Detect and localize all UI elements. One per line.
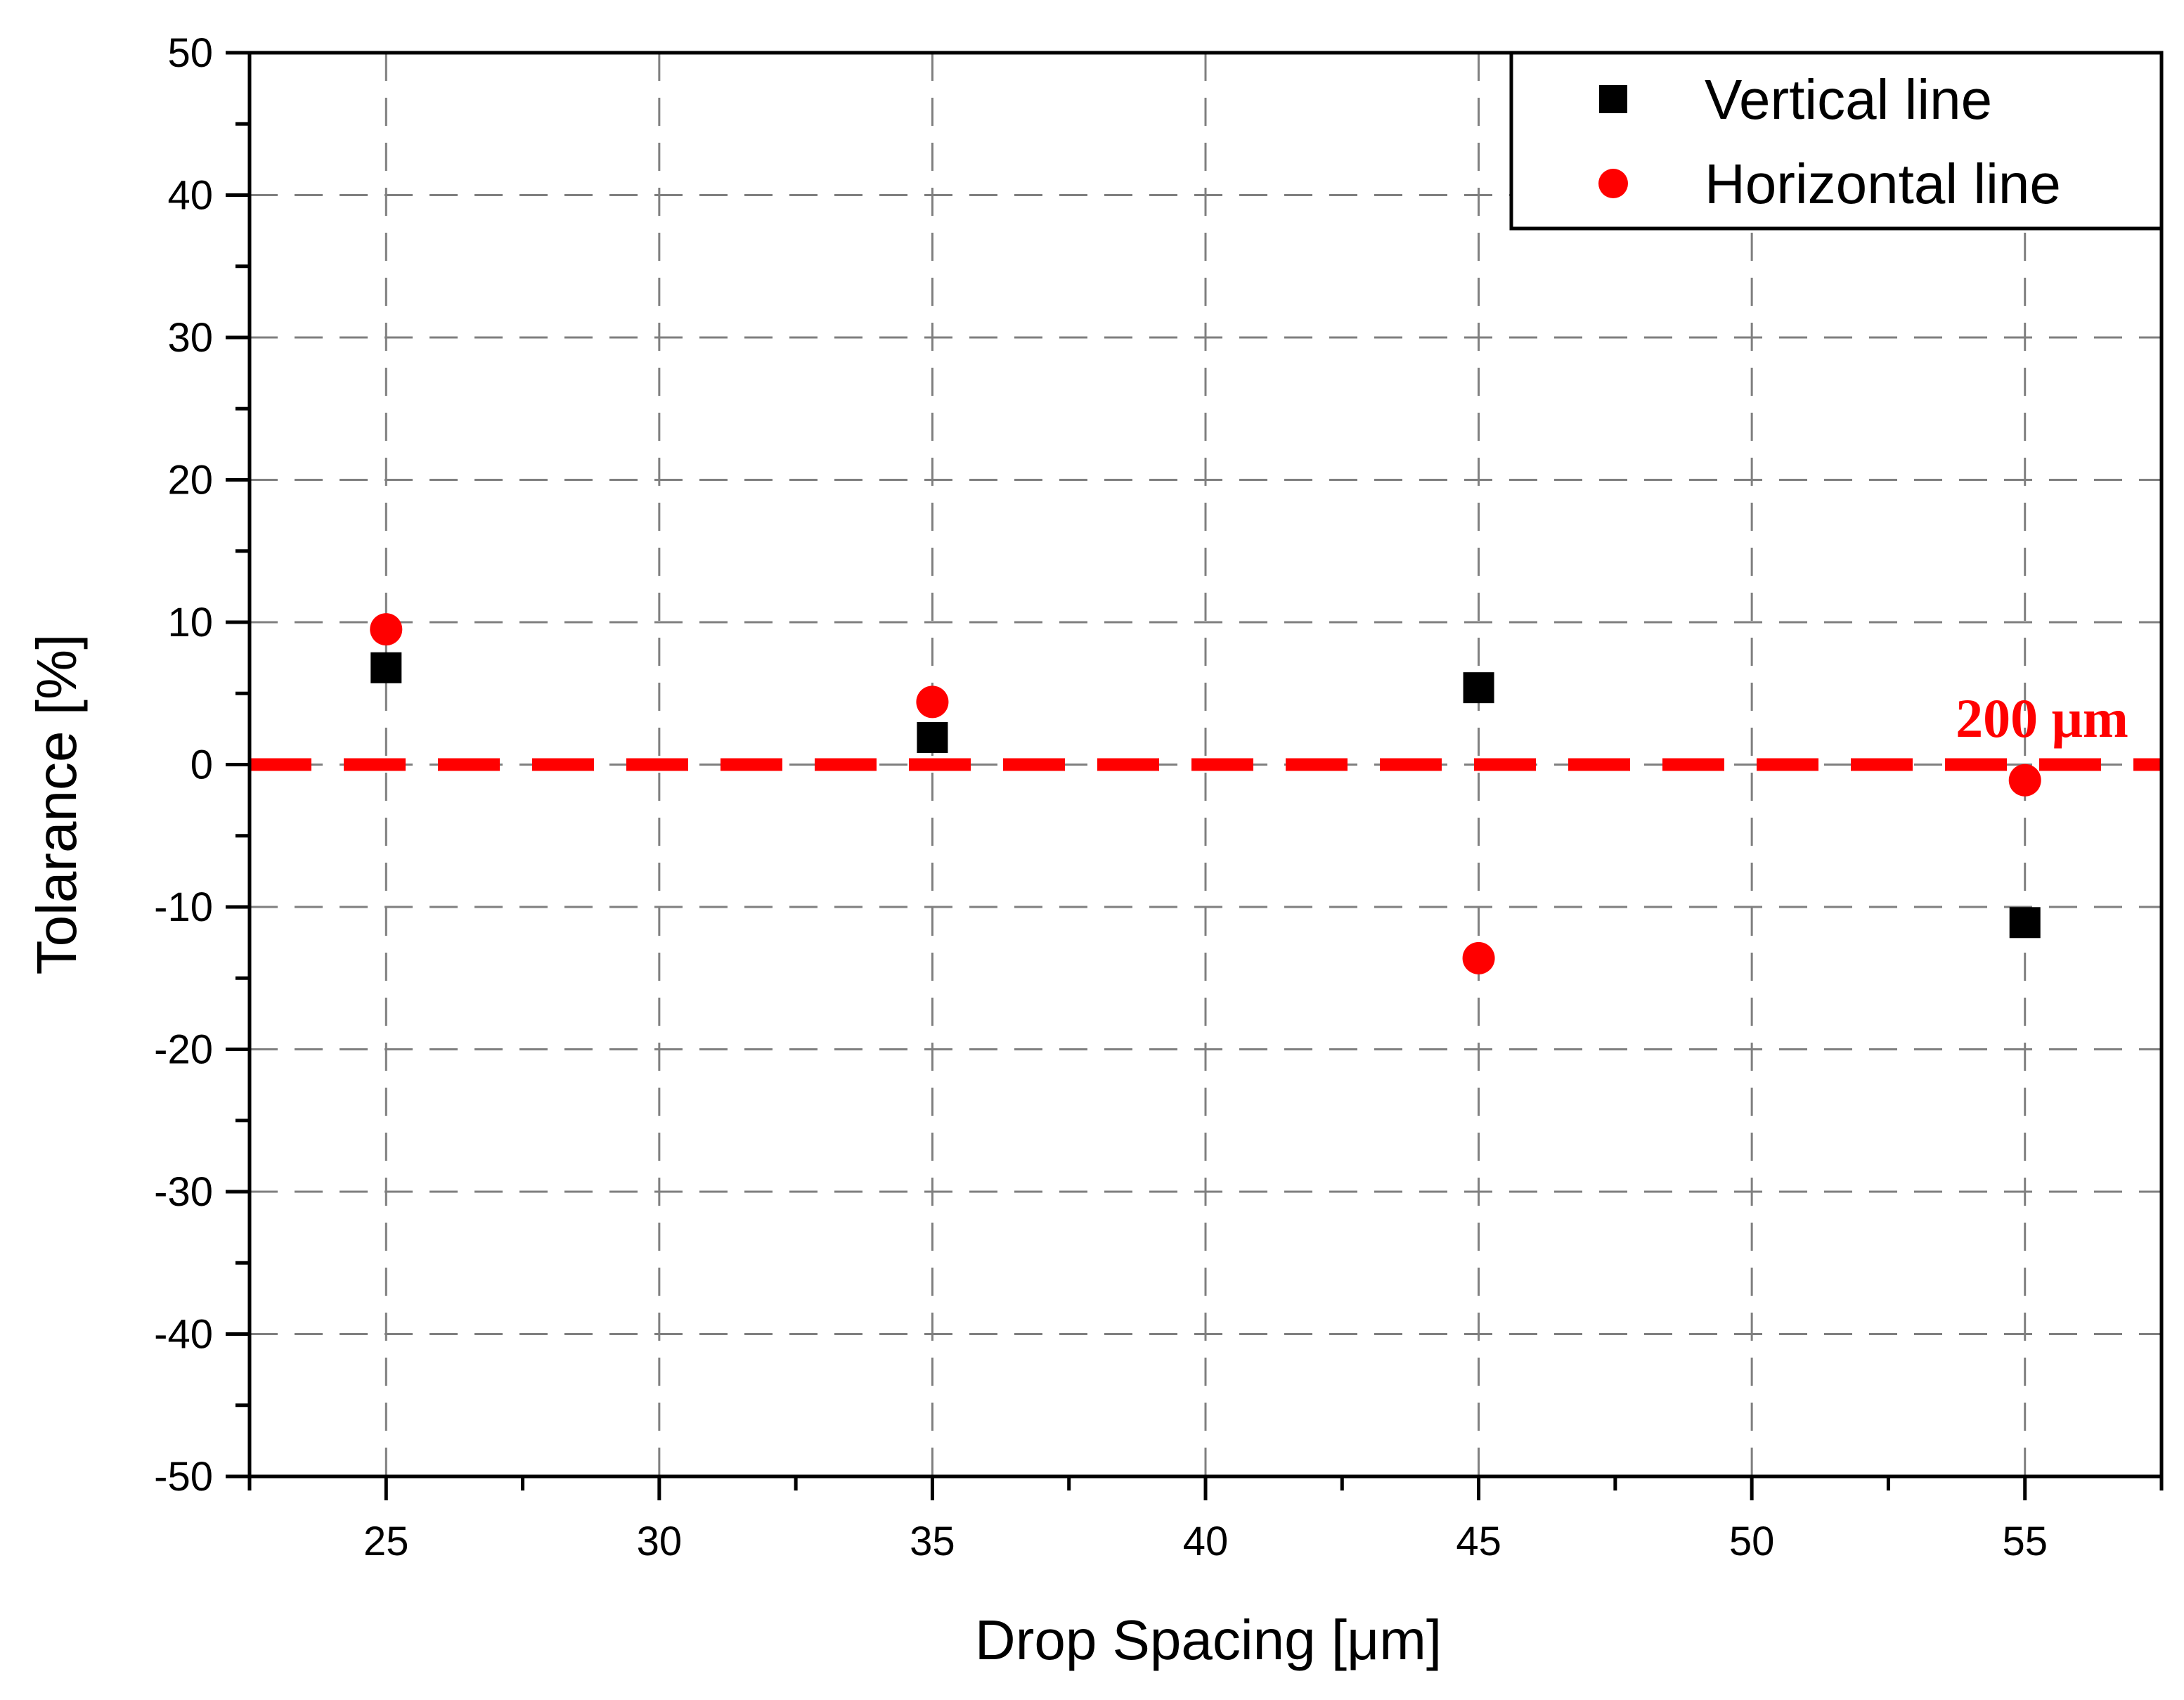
y-tick-label-40: 40 [167, 173, 213, 219]
point-horizontal-line-35 [916, 685, 949, 719]
x-tick-label-25: 25 [363, 1519, 409, 1564]
legend-box [1509, 51, 2164, 231]
point-vertical-line-25 [370, 652, 402, 683]
x-tick-label-50: 50 [1729, 1519, 1775, 1564]
legend-label-horizontal-line: Horizontal line [1705, 153, 2061, 215]
x-tick-label-55: 55 [2002, 1519, 2048, 1564]
point-horizontal-line-55 [2008, 764, 2041, 797]
y-tick-label-20: 20 [167, 458, 213, 503]
legend-marker-square [1599, 85, 1627, 113]
y-tick-label--30: -30 [154, 1169, 213, 1215]
x-tick-label-40: 40 [1183, 1519, 1229, 1564]
data-points [370, 613, 2041, 974]
point-vertical-line-35 [917, 722, 948, 754]
y-tick-label--50: -50 [154, 1454, 213, 1500]
x-axis-title: Drop Spacing [μm] [975, 1609, 1442, 1671]
reference-line-label: 200 μm [1956, 688, 2128, 749]
x-tick-label-30: 30 [637, 1519, 683, 1564]
point-horizontal-line-25 [370, 613, 403, 646]
legend-marker-circle [1598, 169, 1628, 198]
y-tick-label--40: -40 [154, 1312, 213, 1358]
legend: Vertical line Horizontal line [1509, 51, 2164, 231]
point-horizontal-line-45 [1462, 941, 1495, 974]
y-axis-title: Tolarance [%] [25, 634, 88, 975]
y-tick-label-50: 50 [167, 30, 213, 76]
point-vertical-line-55 [2009, 907, 2041, 939]
x-tick-label-35: 35 [910, 1519, 955, 1564]
legend-label-vertical-line: Vertical line [1705, 68, 1992, 131]
x-tick-label-45: 45 [1456, 1519, 1501, 1564]
y-tick-label-30: 30 [167, 315, 213, 361]
y-tick-label--20: -20 [154, 1027, 213, 1073]
y-tick-label--10: -10 [154, 884, 213, 930]
tick-labels: 25 30 35 40 45 50 55 -50 -40 -30 -20 -10 0 10 20 30 40 50 [154, 30, 2048, 1564]
y-tick-label-0: 0 [190, 742, 213, 788]
point-vertical-line-45 [1463, 672, 1494, 704]
axes [226, 51, 2164, 1500]
y-tick-label-10: 10 [167, 600, 213, 645]
